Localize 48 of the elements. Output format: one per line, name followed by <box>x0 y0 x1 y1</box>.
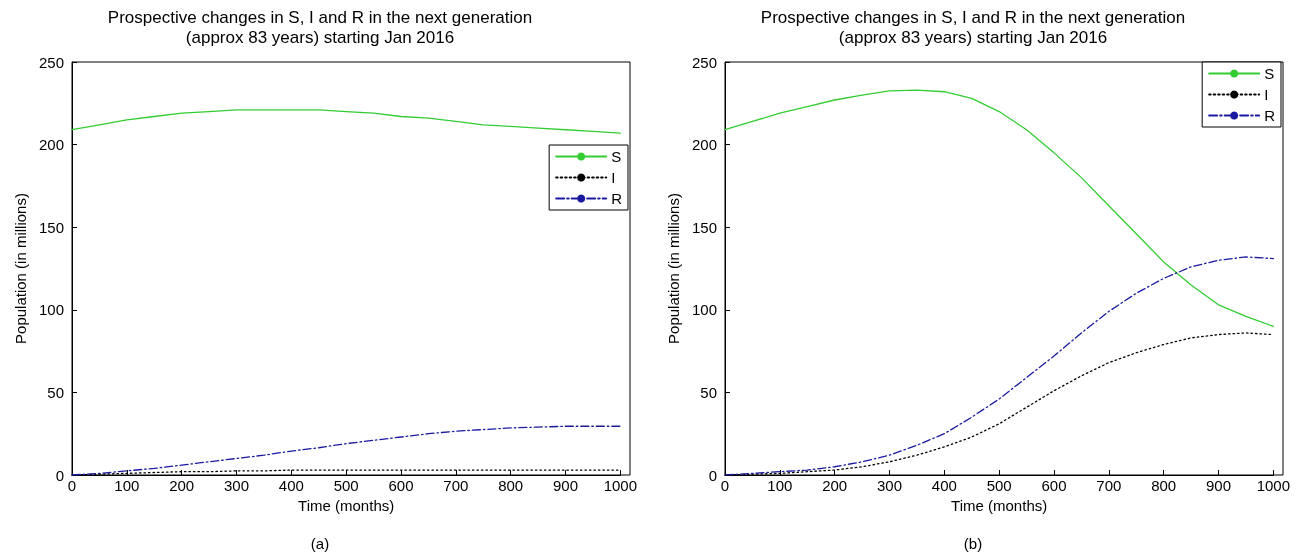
y-tick-label: 250 <box>691 53 717 71</box>
x-tick-label: 100 <box>114 477 140 494</box>
x-tick-label: 600 <box>388 477 414 494</box>
legend-label: S <box>611 148 622 165</box>
y-tick-label: 100 <box>691 301 717 319</box>
x-tick-label: 800 <box>1151 477 1177 494</box>
text: (b) <box>963 535 983 552</box>
x-tick-label: 600 <box>1041 477 1067 494</box>
legend-label: R <box>611 190 623 207</box>
line-series <box>71 109 621 134</box>
line-series <box>724 89 1274 327</box>
x-tick-label: 900 <box>552 477 578 494</box>
x-tick-label: 500 <box>986 477 1012 494</box>
y-axis-title: Population (in millions) <box>12 193 30 344</box>
x-tick-label: 400 <box>931 477 957 494</box>
y-tick-label: 200 <box>691 136 717 154</box>
legend-label: I <box>1264 86 1269 103</box>
chart-title: Prospective changes in S, I and R in the next generation (approx 83 years) starting Jan 2016 <box>107 7 533 47</box>
y-tick-label: 150 <box>691 218 717 236</box>
legend-label: R <box>1264 107 1276 124</box>
y-tick-label: 50 <box>700 383 717 401</box>
x-tick-label: 200 <box>169 477 195 494</box>
y-tick-label: 250 <box>38 53 64 71</box>
x-tick-label: 100 <box>767 477 793 494</box>
x-axis-title: Time (months) <box>951 496 1048 514</box>
x-axis-title: Time (months) <box>298 496 395 514</box>
x-tick-label: 300 <box>876 477 903 494</box>
chart-title: Prospective changes in S, I and R in the next generation (approx 83 years) starting Jan 2016 <box>760 7 1186 47</box>
x-tick-label: 700 <box>443 477 469 494</box>
x-tick-label: 0 <box>720 477 730 494</box>
x-tick-label: 200 <box>822 477 848 494</box>
y-axis-title: Population (in millions) <box>665 193 683 344</box>
y-tick-label: 50 <box>47 383 64 401</box>
x-tick-label: 900 <box>1205 477 1231 494</box>
text: (a) <box>310 535 330 552</box>
y-tick-label: 150 <box>38 218 64 236</box>
x-tick-label: 700 <box>1096 477 1122 494</box>
x-tick-label: 800 <box>498 477 524 494</box>
x-tick-label: 400 <box>278 477 304 494</box>
x-tick-label: 1000 <box>1256 477 1290 494</box>
y-tick-label: 100 <box>38 301 64 319</box>
y-tick-label: 200 <box>38 136 64 154</box>
legend-label: I <box>611 169 616 186</box>
x-tick-label: 300 <box>223 477 250 494</box>
x-tick-label: 1000 <box>603 477 637 494</box>
x-tick-label: 500 <box>333 477 359 494</box>
x-tick-label: 0 <box>67 477 77 494</box>
legend-label: S <box>1264 65 1275 82</box>
